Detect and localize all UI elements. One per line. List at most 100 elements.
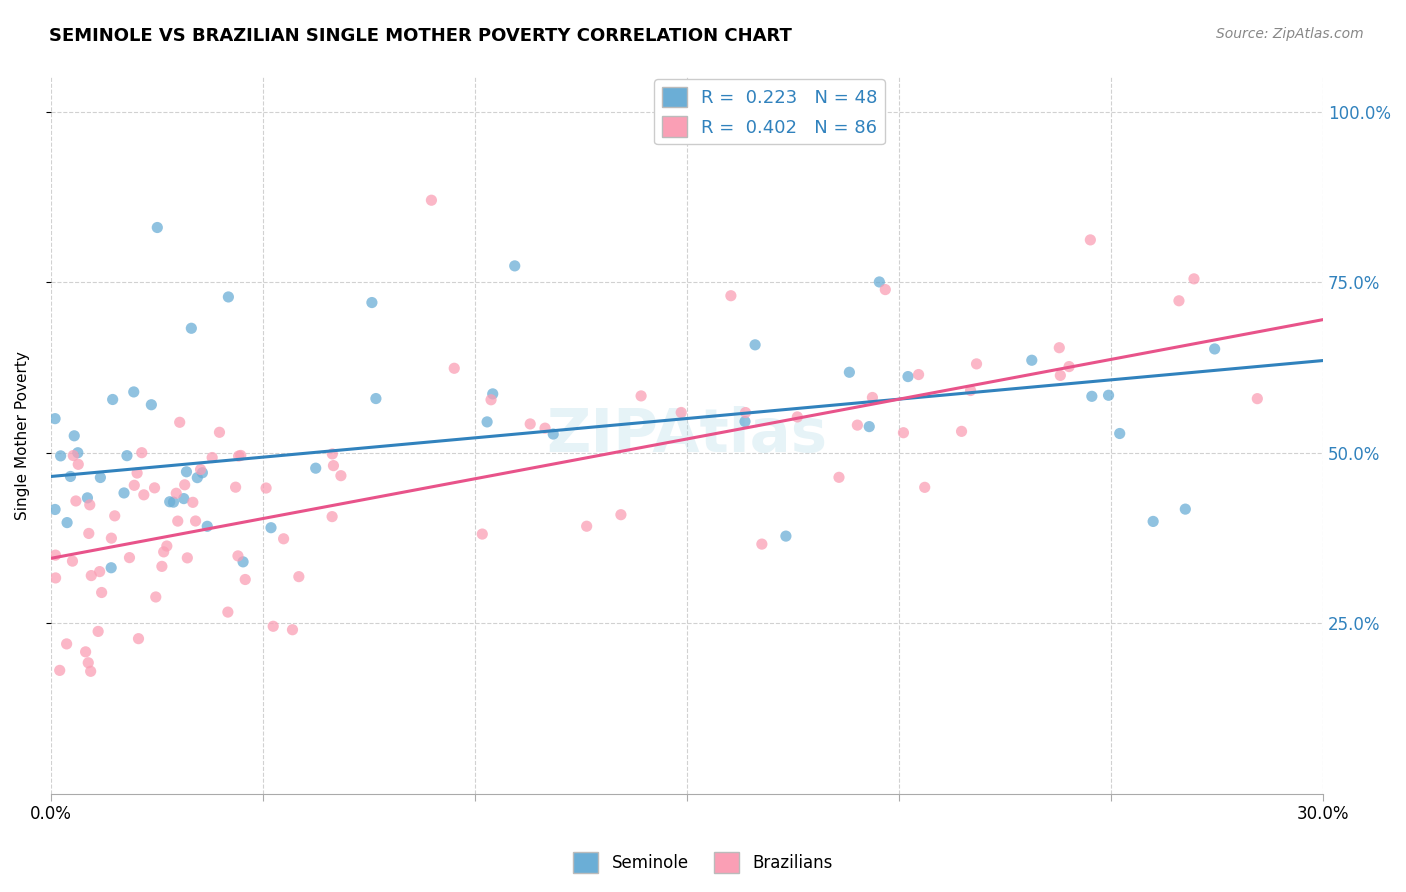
Point bbox=[77, 656, 100, 670]
Point bbox=[75, 645, 97, 659]
Point bbox=[321, 509, 343, 524]
Point bbox=[79, 665, 101, 679]
Point bbox=[1174, 502, 1197, 516]
Point bbox=[127, 466, 149, 480]
Point bbox=[1080, 233, 1102, 247]
Point bbox=[361, 295, 384, 310]
Point bbox=[734, 415, 756, 429]
Point bbox=[775, 529, 797, 543]
Point bbox=[273, 532, 295, 546]
Point bbox=[1142, 515, 1164, 529]
Point bbox=[191, 466, 214, 480]
Point bbox=[897, 369, 920, 384]
Point bbox=[875, 283, 897, 297]
Point bbox=[907, 368, 929, 382]
Point bbox=[669, 405, 692, 419]
Point bbox=[786, 409, 808, 424]
Point bbox=[184, 514, 207, 528]
Point bbox=[914, 480, 936, 494]
Point bbox=[159, 495, 181, 509]
Point bbox=[201, 450, 224, 465]
Point bbox=[751, 537, 773, 551]
Point bbox=[720, 289, 742, 303]
Point bbox=[1108, 426, 1130, 441]
Point bbox=[228, 449, 250, 463]
Point bbox=[44, 548, 66, 562]
Point bbox=[44, 502, 66, 516]
Point bbox=[186, 470, 208, 484]
Point bbox=[846, 418, 869, 433]
Point bbox=[1049, 368, 1071, 383]
Point bbox=[305, 461, 328, 475]
Point bbox=[55, 637, 77, 651]
Point bbox=[195, 519, 218, 533]
Point bbox=[89, 565, 111, 579]
Point bbox=[534, 421, 557, 435]
Point bbox=[101, 392, 124, 407]
Point bbox=[226, 549, 249, 563]
Point bbox=[87, 624, 110, 639]
Point bbox=[131, 445, 153, 459]
Point bbox=[45, 571, 67, 585]
Point bbox=[471, 527, 494, 541]
Point bbox=[180, 321, 202, 335]
Point bbox=[232, 555, 254, 569]
Point bbox=[63, 429, 86, 443]
Point bbox=[443, 361, 465, 376]
Point bbox=[128, 632, 150, 646]
Point bbox=[165, 486, 187, 500]
Legend: Seminole, Brazilians: Seminole, Brazilians bbox=[567, 846, 839, 880]
Point bbox=[541, 427, 564, 442]
Point bbox=[364, 392, 387, 406]
Point bbox=[100, 560, 122, 574]
Point bbox=[59, 469, 82, 483]
Point bbox=[145, 590, 167, 604]
Point bbox=[79, 498, 101, 512]
Point bbox=[475, 415, 498, 429]
Point bbox=[118, 550, 141, 565]
Point bbox=[1057, 359, 1080, 374]
Point bbox=[146, 220, 169, 235]
Point bbox=[966, 357, 988, 371]
Point bbox=[233, 573, 256, 587]
Point bbox=[100, 531, 122, 545]
Point bbox=[959, 384, 981, 398]
Point bbox=[90, 585, 112, 599]
Point bbox=[143, 481, 166, 495]
Point bbox=[1168, 293, 1191, 308]
Point bbox=[254, 481, 277, 495]
Point bbox=[141, 398, 163, 412]
Point bbox=[62, 449, 84, 463]
Point bbox=[77, 526, 100, 541]
Point bbox=[208, 425, 231, 440]
Point bbox=[217, 605, 239, 619]
Point bbox=[173, 477, 195, 491]
Point bbox=[217, 290, 239, 304]
Point bbox=[115, 449, 138, 463]
Point bbox=[62, 554, 84, 568]
Point bbox=[150, 559, 173, 574]
Point bbox=[1097, 388, 1119, 402]
Point bbox=[1246, 392, 1268, 406]
Point bbox=[66, 446, 89, 460]
Point bbox=[1182, 272, 1205, 286]
Point bbox=[156, 539, 179, 553]
Point bbox=[828, 470, 851, 484]
Point bbox=[176, 465, 198, 479]
Point bbox=[322, 458, 344, 473]
Point bbox=[104, 508, 127, 523]
Point bbox=[162, 495, 184, 509]
Point bbox=[56, 516, 79, 530]
Point bbox=[152, 545, 174, 559]
Point bbox=[80, 568, 103, 582]
Legend: R =  0.223   N = 48, R =  0.402   N = 86: R = 0.223 N = 48, R = 0.402 N = 86 bbox=[654, 79, 884, 145]
Point bbox=[868, 275, 890, 289]
Point bbox=[65, 494, 87, 508]
Point bbox=[321, 447, 343, 461]
Point bbox=[329, 468, 352, 483]
Text: SEMINOLE VS BRAZILIAN SINGLE MOTHER POVERTY CORRELATION CHART: SEMINOLE VS BRAZILIAN SINGLE MOTHER POVE… bbox=[49, 27, 792, 45]
Point bbox=[575, 519, 598, 533]
Point bbox=[190, 462, 212, 476]
Point bbox=[262, 619, 284, 633]
Point bbox=[181, 495, 204, 509]
